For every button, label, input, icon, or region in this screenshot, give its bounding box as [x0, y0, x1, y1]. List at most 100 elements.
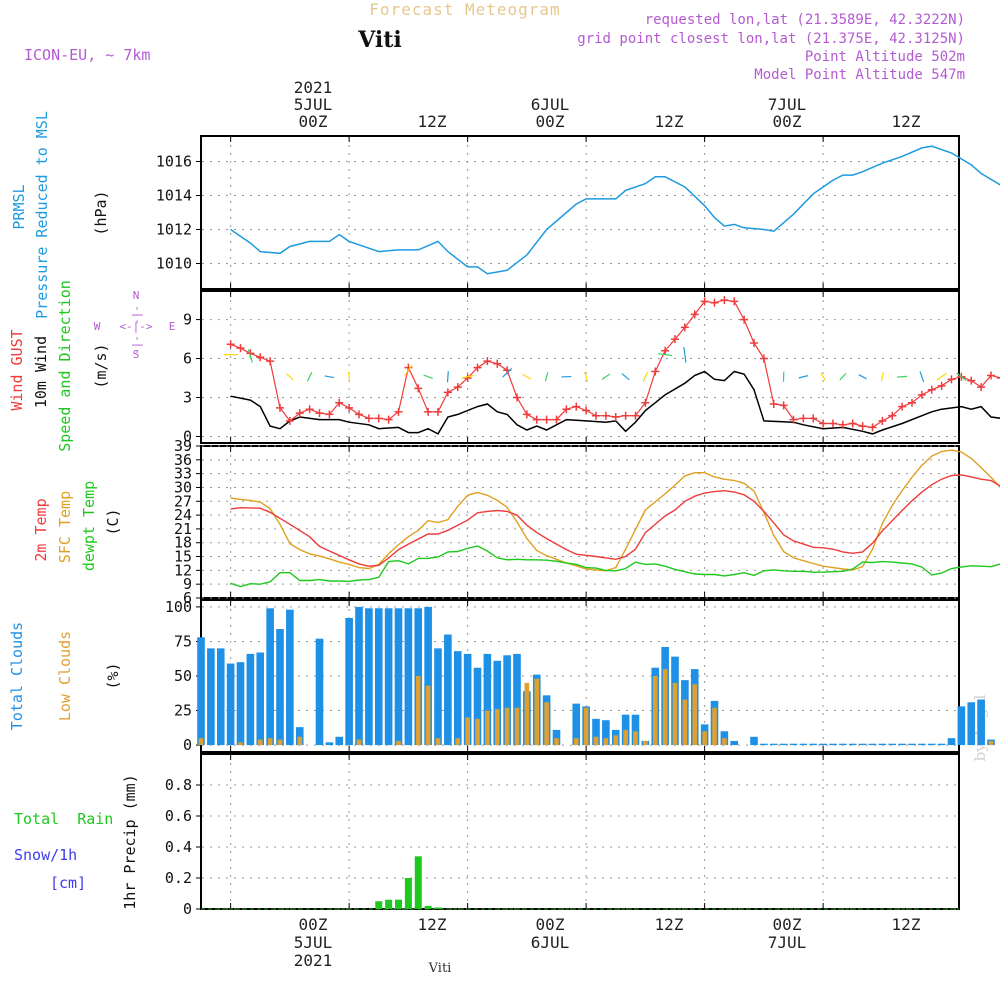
total-clouds-bar	[513, 653, 521, 746]
total-clouds-bar	[266, 608, 274, 746]
wind-10m-line	[230, 370, 1000, 435]
bottom-year-label: 2021	[294, 951, 333, 970]
total-clouds-bar	[819, 743, 827, 746]
wind-gust-marker	[256, 353, 265, 362]
low-clouds-bar	[415, 676, 421, 746]
wind-gust-marker	[394, 407, 403, 416]
wind-gust-marker	[434, 407, 442, 416]
low-clouds-bar	[573, 738, 579, 746]
chart-title: Forecast Meteogram	[369, 0, 560, 19]
bottom-hour-label: 12Z	[892, 915, 921, 934]
wind-gust-marker	[345, 403, 354, 412]
pressure-label-long: Pressure Reduced to MSL	[33, 111, 51, 319]
wind-direction-arrow	[348, 371, 351, 382]
wind-gust-marker	[898, 402, 907, 411]
wind-gust-marker	[414, 384, 423, 393]
wind-gust-marker	[868, 423, 877, 432]
compass-east: E	[169, 320, 176, 333]
wind-gust-marker	[917, 390, 926, 399]
total-clouds-bar	[937, 743, 946, 746]
total-clouds-bar	[839, 743, 847, 746]
wind-gust-marker	[611, 413, 620, 422]
wind-gust-marker	[424, 407, 433, 416]
y-tick-label: 12	[174, 561, 192, 579]
rain-bar	[414, 856, 422, 909]
wind-gust-marker	[740, 315, 749, 324]
bottom-date-label: 7JUL	[768, 933, 807, 952]
total-clouds-bar	[829, 743, 837, 746]
total-clouds-bar	[434, 648, 442, 746]
wind-direction-arrow	[919, 371, 925, 383]
wind-gust-marker	[858, 422, 867, 431]
low-clouds-bar	[722, 738, 727, 746]
total-clouds-bar	[384, 608, 393, 746]
total-clouds-bar	[779, 743, 788, 746]
wind-gust-marker	[947, 375, 956, 384]
total-clouds-bar	[799, 743, 808, 746]
wind-gust-marker	[305, 405, 314, 414]
y-tick-label: 0.2	[165, 869, 192, 887]
bottom-hour-label: 12Z	[418, 915, 447, 934]
total-clouds-bar	[769, 743, 778, 746]
wind-gust-marker	[927, 385, 936, 394]
wind-gust-marker	[493, 359, 502, 368]
y-tick-label: 9	[183, 311, 192, 329]
low-clouds-bar	[514, 707, 520, 746]
wind-direction-arrow	[897, 375, 908, 378]
low-clouds-bar	[494, 709, 500, 746]
low-clouds-bar	[603, 738, 609, 746]
total-clouds-bar	[552, 729, 561, 746]
compass-south: S	[133, 348, 140, 361]
wind-gust-marker	[522, 410, 531, 419]
plot-area: 1010101210141016036969121518212427303336…	[156, 135, 1000, 918]
y-tick-label: 0.4	[165, 838, 192, 856]
total-clouds-bar	[236, 662, 245, 746]
y-tick-label: 0.6	[165, 807, 192, 825]
panel-frame	[200, 753, 960, 910]
total-clouds-bar	[750, 736, 758, 746]
wind-gust-marker	[700, 297, 709, 306]
low-clouds-bar	[702, 731, 707, 746]
wind-gust-marker	[779, 401, 788, 410]
wind-gust-marker	[996, 377, 1000, 379]
y-tick-label: 1010	[156, 255, 192, 273]
total-clouds-bar	[947, 738, 956, 746]
wind-direction-arrow	[404, 364, 413, 376]
y-tick-label: 50	[174, 667, 192, 685]
wind-gust-marker	[967, 376, 976, 385]
total-clouds-bar	[394, 608, 403, 746]
rain-bar	[375, 901, 383, 909]
y-tick-label: 18	[174, 534, 192, 552]
total-clouds-bar	[256, 652, 265, 746]
y-tick-label: 6	[183, 589, 192, 607]
total-clouds-bar	[473, 667, 482, 746]
model-label: ICON-EU, ~ 7km	[24, 46, 150, 64]
rain-bar	[395, 899, 402, 909]
wind-direction-arrow	[306, 372, 313, 382]
y-tick-label: 27	[174, 492, 192, 510]
low-clouds-bar	[544, 702, 549, 746]
low-clouds-bar	[297, 736, 303, 746]
wind-direction-arrow	[880, 372, 884, 382]
y-tick-label: 36	[174, 451, 192, 469]
wind-gust-marker	[601, 411, 610, 420]
total-clouds-bar	[858, 743, 867, 746]
low-clouds-bar	[198, 738, 204, 746]
panel-frame	[200, 135, 960, 290]
total-clouds-bar	[572, 703, 581, 746]
compass-ns-lower: -|-	[130, 335, 143, 355]
low-clouds-bar	[692, 684, 698, 746]
wind-gust-marker	[769, 400, 778, 409]
bottom-date-label: 6JUL	[531, 933, 570, 952]
low-clouds-bar	[652, 676, 658, 746]
low-clouds-bar	[623, 729, 628, 746]
total-clouds-bar	[325, 742, 334, 746]
total-clouds-bar	[720, 731, 729, 746]
wind-gust-marker	[562, 405, 571, 414]
low-clouds-bar	[455, 738, 461, 746]
total-clouds-bar	[631, 714, 640, 746]
total-clouds-bar	[355, 606, 363, 746]
y-tick-label: 0	[183, 900, 192, 918]
wind-direction-arrow	[683, 346, 687, 363]
total-clouds-bar	[246, 653, 255, 746]
